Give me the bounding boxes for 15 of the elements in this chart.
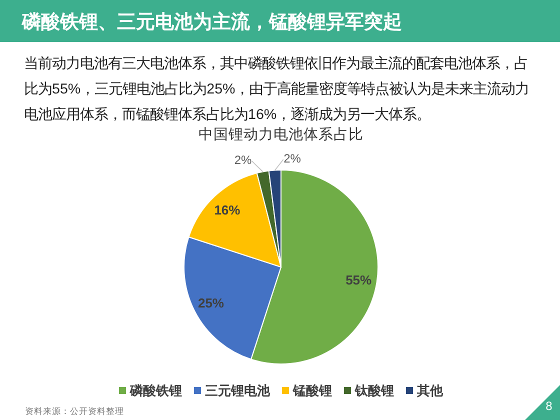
chart-subtitle: 当前动力电池有三大电池体系，其中磷酸铁锂依旧作为最主流的配套电池体系，占比为55%，三元锂电池占比为25%，由于高能量密度等特点被认为是未来主流动力电池应用体系，而锰酸锂体系占比为16%，逐渐成为另一大体系。 (24, 56, 530, 123)
legend-label: 锰酸锂 (292, 383, 332, 398)
data-label: 55% (346, 272, 372, 288)
text: 8 (546, 399, 553, 413)
legend-label: 钛酸锂 (354, 383, 394, 398)
text: 资料来源：公开资料整理 (25, 406, 124, 416)
legend-label: 其他 (416, 383, 444, 398)
data-label: 25% (198, 296, 224, 311)
text: 中国锂动力电池体系占比 (198, 126, 364, 143)
legend-label: 磷酸铁锂 (129, 383, 182, 398)
data-label: 16% (214, 202, 241, 218)
chart-title: 磷酸铁锂、三元电池为主流，锰酸锂异军突起 (21, 11, 402, 33)
legend-label: 三元锂电池 (205, 383, 271, 398)
data-label: 2% (284, 152, 302, 166)
data-label: 2% (234, 153, 252, 168)
